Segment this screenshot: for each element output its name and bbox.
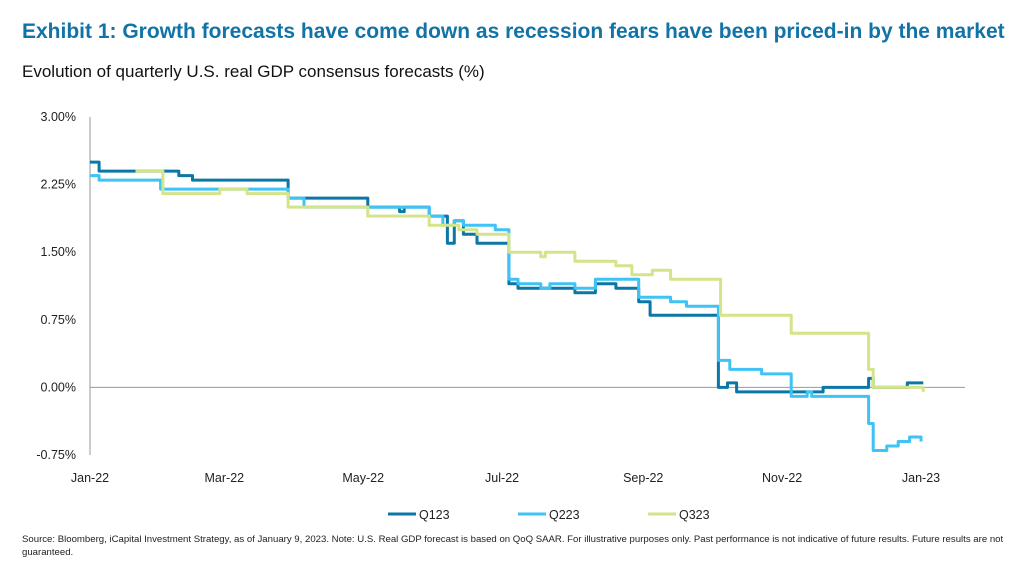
legend-label-q123: Q123 <box>419 508 450 522</box>
series-line-q123 <box>90 160 924 394</box>
x-tick-label: Sep-22 <box>623 471 663 485</box>
legend-label-q223: Q223 <box>549 508 580 522</box>
y-tick-label: 0.75% <box>41 313 76 327</box>
y-tick-label: 0.00% <box>41 380 76 394</box>
x-tick-label: Mar-22 <box>205 471 245 485</box>
x-tick-label: Nov-22 <box>762 471 802 485</box>
legend-label-q323: Q323 <box>679 508 710 522</box>
x-tick-label: Jul-22 <box>485 471 519 485</box>
series-line-q223 <box>90 174 923 452</box>
y-tick-label: 3.00% <box>41 110 76 124</box>
chart-title: Exhibit 1: Growth forecasts have come do… <box>22 20 1005 43</box>
y-tick-label: 2.25% <box>41 178 76 192</box>
y-tick-label: -0.75% <box>36 448 76 462</box>
source-note: Source: Bloomberg, iCapital Investment S… <box>22 534 1004 558</box>
x-tick-label: Jan-23 <box>902 471 940 485</box>
x-tick-label: Jan-22 <box>71 471 109 485</box>
x-tick-label: May-22 <box>342 471 384 485</box>
series-line-q323 <box>135 169 925 392</box>
chart-subtitle: Evolution of quarterly U.S. real GDP con… <box>22 62 485 81</box>
y-tick-label: 1.50% <box>41 245 76 259</box>
